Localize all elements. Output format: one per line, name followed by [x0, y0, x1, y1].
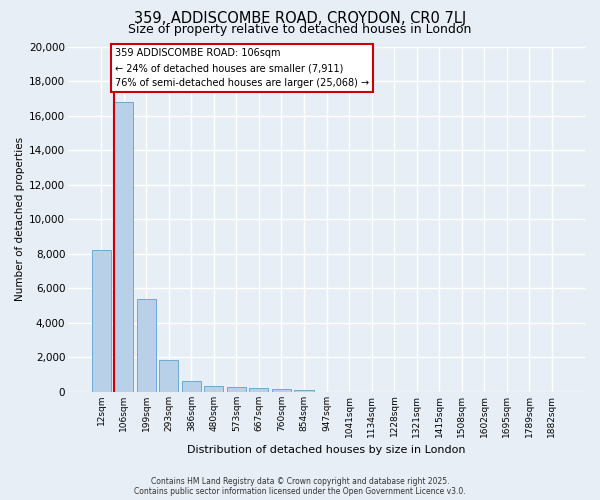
X-axis label: Distribution of detached houses by size in London: Distribution of detached houses by size … — [187, 445, 466, 455]
Bar — [227, 387, 246, 392]
Bar — [182, 380, 201, 392]
Bar — [92, 250, 111, 392]
Bar — [250, 388, 268, 392]
Text: 359 ADDISCOMBE ROAD: 106sqm
← 24% of detached houses are smaller (7,911)
76% of : 359 ADDISCOMBE ROAD: 106sqm ← 24% of det… — [115, 48, 370, 88]
Bar — [159, 360, 178, 392]
Bar — [295, 390, 314, 392]
Bar — [114, 102, 133, 392]
Bar — [137, 300, 156, 392]
Bar — [272, 389, 291, 392]
Text: Contains HM Land Registry data © Crown copyright and database right 2025.
Contai: Contains HM Land Registry data © Crown c… — [134, 476, 466, 496]
Y-axis label: Number of detached properties: Number of detached properties — [15, 137, 25, 301]
Text: Size of property relative to detached houses in London: Size of property relative to detached ho… — [128, 22, 472, 36]
Text: 359, ADDISCOMBE ROAD, CROYDON, CR0 7LJ: 359, ADDISCOMBE ROAD, CROYDON, CR0 7LJ — [134, 11, 466, 26]
Bar — [204, 386, 223, 392]
